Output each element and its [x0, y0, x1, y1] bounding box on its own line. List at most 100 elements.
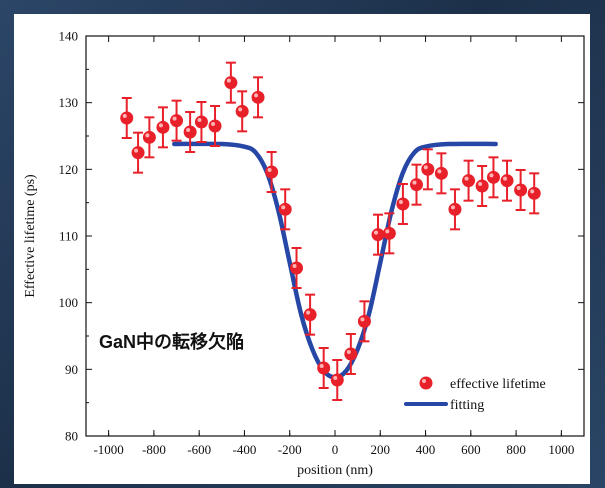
legend-label-fitting: fitting [450, 398, 484, 413]
data-point [486, 156, 500, 199]
point-marker [448, 202, 462, 216]
data-point [156, 106, 170, 149]
point-marker [434, 166, 448, 180]
point-marker [486, 170, 500, 184]
point-marker [462, 174, 476, 188]
point-highlight [172, 116, 177, 121]
point-marker [208, 119, 222, 133]
data-point [462, 159, 476, 202]
point-highlight [374, 230, 379, 235]
point-highlight [412, 180, 417, 185]
point-highlight [319, 364, 324, 368]
point-marker [409, 178, 423, 192]
point-highlight [186, 128, 191, 132]
data-point [194, 101, 208, 143]
point-highlight [122, 114, 127, 118]
x-tick-label: -200 [278, 442, 302, 457]
point-highlight [450, 205, 455, 210]
data-point [475, 165, 489, 207]
point-marker [224, 76, 238, 90]
data-point [421, 148, 435, 191]
point-highlight [360, 317, 365, 322]
data-point [251, 76, 265, 119]
point-highlight [385, 229, 390, 234]
point-marker [527, 186, 541, 200]
legend-marker-lifetime [419, 376, 433, 390]
point-marker [251, 90, 265, 104]
y-tick-label: 120 [59, 162, 79, 177]
data-point [303, 293, 317, 336]
data-point [409, 163, 423, 206]
point-marker [357, 314, 371, 328]
y-tick-label: 80 [65, 429, 78, 444]
point-highlight [211, 122, 216, 126]
point-marker [317, 361, 331, 375]
data-point [235, 90, 249, 133]
point-highlight [267, 168, 272, 172]
point-marker [396, 197, 410, 211]
x-tick-label: -600 [187, 442, 211, 457]
data-point [434, 152, 448, 195]
point-highlight [254, 93, 259, 98]
point-highlight [281, 205, 286, 210]
point-marker [235, 104, 249, 118]
data-point [170, 99, 184, 142]
point-highlight [530, 189, 535, 194]
data-point [382, 212, 396, 255]
point-marker [120, 111, 134, 125]
point-highlight [464, 176, 469, 181]
y-tick-label: 140 [59, 29, 79, 44]
data-point [317, 347, 331, 389]
data-point [448, 188, 462, 231]
y-tick-label: 100 [59, 295, 79, 310]
point-marker [183, 125, 197, 139]
point-highlight [292, 264, 297, 268]
data-point [371, 213, 385, 256]
data-point [142, 116, 156, 159]
point-marker [303, 308, 317, 322]
data-point [208, 105, 222, 147]
legend: effective lifetime fitting [404, 376, 546, 413]
point-marker [330, 373, 344, 387]
x-tick-label: 0 [332, 442, 339, 457]
chart-panel: -1000 -800 -600 -400 -200 0 200 400 600 800 1000 80… [14, 14, 590, 484]
point-marker [421, 162, 435, 176]
point-highlight [197, 118, 202, 122]
point-highlight [333, 376, 338, 380]
point-marker [170, 114, 184, 128]
data-point [224, 61, 238, 104]
point-highlight [503, 176, 508, 181]
y-tick-label: 110 [59, 229, 78, 244]
data-point [357, 300, 371, 343]
point-highlight [437, 169, 442, 174]
point-marker [194, 115, 208, 129]
point-highlight [489, 173, 494, 178]
point-marker [500, 174, 514, 188]
point-highlight [134, 148, 139, 153]
data-point [344, 333, 358, 375]
point-highlight [158, 123, 163, 128]
point-highlight [423, 165, 428, 170]
point-marker [382, 226, 396, 240]
legend-label-lifetime: effective lifetime [450, 377, 546, 392]
data-point [500, 159, 514, 202]
data-point [330, 359, 344, 401]
data-point [120, 97, 134, 139]
point-highlight [226, 78, 231, 83]
point-marker [156, 120, 170, 134]
x-tick-label: -400 [233, 442, 257, 457]
data-point [290, 247, 304, 289]
data-point [183, 111, 197, 153]
axis-ticks: -1000 -800 -600 -400 -200 0 200 400 600 800 1000 80… [59, 29, 584, 457]
point-highlight [145, 133, 150, 138]
lifetime-series [120, 61, 541, 401]
data-point [131, 131, 145, 174]
data-point [278, 188, 292, 231]
point-marker [514, 183, 528, 197]
data-point [265, 151, 279, 193]
point-marker [131, 146, 145, 160]
y-tick-label: 90 [65, 362, 78, 377]
y-tick-label: 130 [59, 95, 79, 110]
point-highlight [238, 107, 243, 112]
